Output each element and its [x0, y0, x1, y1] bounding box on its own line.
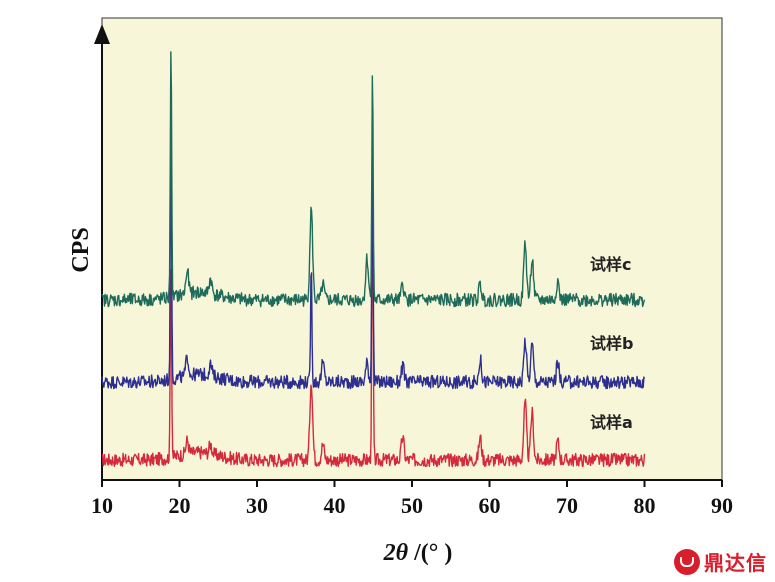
- x-axis-title: 2θ /(° ): [383, 540, 453, 566]
- series-label-2: 试样b: [590, 334, 633, 353]
- x-tick-label: 30: [246, 493, 268, 518]
- axes: 10 20 30 40 50 60 70 80 90: [91, 24, 733, 518]
- watermark: 鼎达信: [674, 547, 767, 576]
- plot-area: [101, 17, 723, 481]
- x-tick-label: 70: [556, 493, 578, 518]
- x-tick-label: 20: [169, 493, 191, 518]
- x-tick-label: 10: [91, 493, 113, 518]
- series-layer: [101, 51, 646, 468]
- y-axis-arrow-icon: [94, 24, 110, 44]
- x-tick-label: 60: [479, 493, 501, 518]
- series-label-1: 试样a: [590, 413, 633, 432]
- labels-layer: 试样a 试样b 试样c: [590, 255, 633, 432]
- x-tick-label: 40: [324, 493, 346, 518]
- watermark-text: 鼎达信: [704, 551, 767, 575]
- series-label-3: 试样c: [590, 255, 632, 274]
- x-tick-label: 80: [634, 493, 656, 518]
- x-axis-title-symbol: 2θ: [383, 540, 409, 566]
- series-line-3: [101, 51, 646, 308]
- y-axis-title: CPS: [68, 227, 94, 272]
- x-tick-label: 50: [401, 493, 423, 518]
- logo-icon: [674, 548, 700, 575]
- x-tick-label: 90: [711, 493, 733, 518]
- x-axis-title-unit: /(° ): [408, 540, 452, 566]
